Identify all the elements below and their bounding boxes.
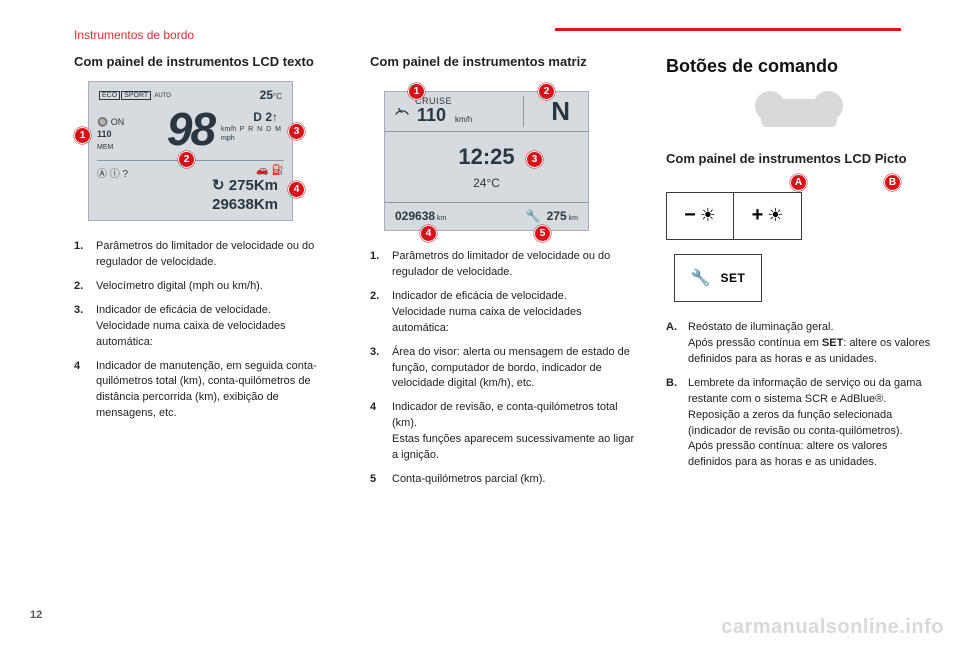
list-lcd-text: 1.Parâmetros do limitador de velocidade … <box>74 239 340 422</box>
button-brightness-down: −☀ <box>666 192 734 240</box>
badge-eco: ECO <box>99 91 120 100</box>
gear-number: 2 <box>265 110 272 124</box>
sun-icon: ☀ <box>767 205 783 226</box>
gauge-icon <box>393 102 411 120</box>
column-controls: Botões de comando Com painel de instrume… <box>666 54 932 496</box>
callout-3: 3 <box>288 123 305 140</box>
list-item: B. Lembrete da informação de serviço ou … <box>666 376 932 472</box>
callout-2: 2 <box>538 83 555 100</box>
temp-unit: °C <box>273 92 282 101</box>
callout-3: 3 <box>526 151 543 168</box>
list-matrix: 1.Parâmetros do limitador de velocidade … <box>370 249 636 488</box>
temp-value: 25 <box>260 88 273 102</box>
compass-heading: N <box>551 96 570 127</box>
unit-kmh: km/h <box>221 125 236 134</box>
label-on: ON <box>111 117 125 127</box>
speed-value: 98 <box>167 102 214 156</box>
limit-value: 110 <box>97 128 124 140</box>
cruise-value: 110 <box>417 105 446 126</box>
header-accent-bar <box>555 28 901 31</box>
status-icons: Ⓐ ⓘ ? <box>97 165 128 180</box>
button-set: 🔧 SET <box>674 254 762 302</box>
clock-value: 12:25 <box>385 144 588 170</box>
unit-mph: mph <box>221 134 236 143</box>
figure-controls: A B −☀ +☀ 🔧SET <box>666 178 902 302</box>
odo-value: 29638Km <box>212 196 278 213</box>
list-item: 2.Indicador de eficácia de velocidade. V… <box>370 289 636 337</box>
cluster-illustration <box>755 91 843 135</box>
callout-b: B <box>884 174 901 191</box>
trip-value: 275Km <box>229 177 278 194</box>
column-lcd-text: Com painel de instrumentos LCD texto ECO… <box>74 54 340 496</box>
callout-5: 5 <box>534 225 551 242</box>
wrench-icon: 🔧 <box>691 268 711 288</box>
list-item: 4Indicador de manutenção, em seguida con… <box>74 359 340 423</box>
cruise-unit: km/h <box>455 115 472 124</box>
label-set: SET <box>721 271 746 285</box>
list-controls: A. Reóstato de iluminação geral. Após pr… <box>666 320 932 471</box>
divider <box>523 96 524 127</box>
callout-1: 1 <box>74 127 91 144</box>
badge-sport: SPORT <box>121 91 151 100</box>
trip-reset-icon: ↻ <box>212 177 225 194</box>
lcd-text-panel: ECOSPORT AUTO 25°C 🔘 ON 110 MEM 98 <box>88 81 293 221</box>
column-matrix: Com painel de instrumentos matriz CRUISE… <box>370 54 636 496</box>
watermark: carmanualsonline.info <box>721 616 944 639</box>
list-item: 2.Velocímetro digital (mph ou km/h). <box>74 279 340 295</box>
heading-controls: Botões de comando <box>666 56 932 77</box>
list-item: 3.Indicador de eficácia de velocidade. V… <box>74 303 340 351</box>
matrix-odo: 029638 <box>395 209 435 223</box>
list-item: 4Indicador de revisão, e conta-quilómetr… <box>370 400 636 464</box>
callout-4: 4 <box>288 181 305 198</box>
callout-1: 1 <box>408 83 425 100</box>
heading-lcd-picto: Com painel de instrumentos LCD Picto <box>666 151 932 168</box>
matrix-odo-unit: km <box>437 215 446 222</box>
button-brightness-up: +☀ <box>734 192 802 240</box>
gear-prndm: P R N D M <box>240 126 282 133</box>
heading-lcd-text: Com painel de instrumentos LCD texto <box>74 54 340 71</box>
gear-letter: D <box>253 110 262 124</box>
list-item: 1.Parâmetros do limitador de velocidade … <box>74 239 340 271</box>
content-columns: Com painel de instrumentos LCD texto ECO… <box>74 54 932 496</box>
list-item: 5Conta-quilómetros parcial (km). <box>370 472 636 488</box>
page: Instrumentos de bordo Com painel de inst… <box>0 0 960 649</box>
sun-icon: ☀ <box>700 205 716 226</box>
matrix-trip: 275 <box>547 209 567 223</box>
matrix-trip-unit: km <box>569 215 578 222</box>
figure-matrix: CRUISE 110 km/h N 12:25 24°C 029638km 🔧2… <box>370 81 636 231</box>
matrix-panel: CRUISE 110 km/h N 12:25 24°C 029638km 🔧2… <box>384 91 589 231</box>
figure-lcd-text: ECOSPORT AUTO 25°C 🔘 ON 110 MEM 98 <box>74 81 340 221</box>
callout-a: A <box>790 174 807 191</box>
wrench-icon: 🔧 <box>526 209 541 223</box>
page-number: 12 <box>30 609 42 621</box>
list-item: 3.Área do visor: alerta ou mensagem de e… <box>370 345 636 393</box>
label-mem: MEM <box>97 144 113 151</box>
heading-matrix: Com painel de instrumentos matriz <box>370 54 636 71</box>
matrix-temp: 24°C <box>385 176 588 190</box>
list-item: 1.Parâmetros do limitador de velocidade … <box>370 249 636 281</box>
callout-2: 2 <box>178 151 195 168</box>
callout-4: 4 <box>420 225 437 242</box>
list-item: A. Reóstato de iluminação geral. Após pr… <box>666 320 932 368</box>
gear-arrow-icon: ↑ <box>272 110 278 124</box>
label-auto: AUTO <box>154 93 171 99</box>
